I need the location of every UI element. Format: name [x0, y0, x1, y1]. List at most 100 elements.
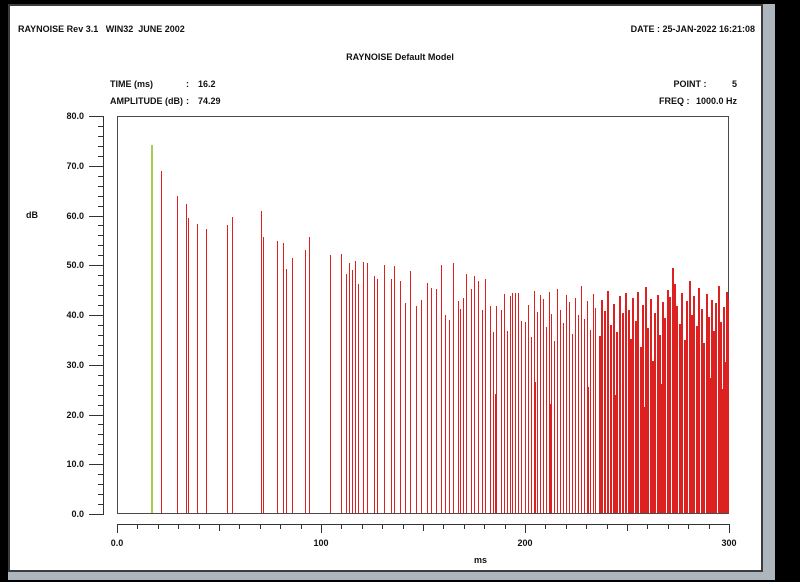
amplitude-label: AMPLITUDE (dB): [110, 96, 183, 106]
y-tick-label: 30.0: [66, 359, 84, 370]
window-frame: RAYNOISE Rev 3.1 WIN32 JUNE 2002 DATE : …: [8, 4, 775, 580]
echo-spike: [652, 360, 654, 513]
echo-spike: [583, 319, 585, 513]
echo-spike: [262, 237, 264, 513]
echo-spike: [507, 330, 508, 513]
echo-spike: [588, 386, 590, 513]
echo-spike: [357, 284, 359, 513]
freq-colon: :: [683, 96, 690, 106]
y-tick-label: 80.0: [66, 111, 84, 121]
y-major-tick: [89, 116, 103, 117]
y-major-tick: [89, 514, 103, 515]
x-minor-tick: [586, 525, 588, 529]
y-minor-tick: [98, 135, 103, 137]
echo-spike: [176, 196, 178, 513]
echo-spike: [478, 281, 480, 513]
x-medium-tick: [627, 525, 628, 531]
y-minor-tick: [98, 454, 103, 456]
echo-spike: [549, 404, 551, 513]
x-minor-tick: [259, 525, 261, 529]
x-major-tick: [729, 525, 730, 533]
echo-spike: [720, 321, 723, 513]
echo-spike: [683, 339, 686, 513]
y-minor-tick: [98, 325, 103, 326]
echo-spike: [639, 347, 642, 513]
y-tick-label: 0.0: [71, 509, 84, 519]
echo-spike: [390, 279, 392, 513]
echo-spike: [678, 323, 681, 513]
y-minor-tick: [98, 354, 103, 356]
echo-spike: [647, 327, 650, 513]
echo-spike: [376, 278, 378, 513]
echo-spike: [715, 303, 718, 513]
point-colon: :: [701, 79, 707, 89]
echo-spike: [686, 300, 689, 513]
echo-spike: [260, 211, 262, 513]
x-minor-tick: [688, 525, 690, 529]
y-minor-tick: [98, 494, 103, 496]
echo-spike: [708, 317, 711, 513]
echo-spike: [693, 295, 696, 513]
echo-spike: [654, 312, 657, 513]
echo-spike: [533, 291, 535, 513]
echo-spike: [227, 225, 229, 513]
echo-spike: [539, 295, 541, 513]
echo-spike: [621, 313, 624, 513]
echo-spike: [637, 291, 640, 513]
echo-spike: [664, 318, 667, 513]
echo-spike: [697, 400, 700, 513]
x-minor-tick: [545, 525, 547, 529]
echo-spike: [681, 293, 684, 513]
y-tick-label: 40.0: [66, 310, 84, 320]
echo-spike: [348, 263, 350, 513]
echo-spike: [632, 298, 635, 513]
x-minor-tick: [178, 525, 180, 529]
y-minor-tick: [98, 404, 103, 406]
echo-spike: [161, 170, 163, 513]
echo-spike: [474, 276, 476, 513]
y-axis-unit-label: dB: [26, 210, 38, 220]
freq-value: 1000.0 Hz: [695, 96, 737, 106]
x-minor-tick: [484, 525, 486, 529]
echo-spike: [548, 292, 550, 513]
echo-spike: [514, 292, 516, 513]
echo-spike: [571, 333, 573, 513]
echo-spike: [481, 309, 483, 513]
echo-spike: [470, 289, 472, 513]
x-minor-tick: [667, 525, 669, 529]
date-header: DATE : 25-JAN-2022 16:21:08: [630, 24, 755, 34]
echo-spike: [187, 217, 189, 513]
echo-spike: [698, 288, 701, 513]
echo-spike: [592, 293, 594, 513]
echo-spike: [614, 395, 617, 513]
echo-spike: [374, 276, 376, 513]
echo-spike: [643, 406, 646, 513]
x-minor-tick: [504, 525, 506, 529]
y-minor-tick: [98, 255, 103, 257]
echo-spike: [713, 330, 715, 513]
plot-area: [117, 116, 730, 514]
echo-spike: [531, 337, 532, 513]
x-minor-tick: [280, 525, 282, 529]
echo-spike: [580, 285, 582, 513]
echo-spike: [631, 374, 634, 513]
marked-echo-spike: [150, 145, 153, 513]
echo-spike: [660, 384, 663, 513]
y-major-tick: [89, 464, 103, 466]
echo-spike: [666, 290, 669, 513]
y-minor-tick: [98, 175, 103, 177]
echo-spike: [545, 327, 547, 513]
echo-spike: [185, 204, 187, 513]
y-minor-tick: [98, 374, 103, 376]
echo-spike: [604, 311, 607, 513]
echo-spike: [495, 394, 497, 513]
y-minor-tick: [98, 334, 103, 336]
echo-spike: [304, 249, 306, 513]
echo-spike: [436, 289, 437, 513]
y-major-tick: [89, 315, 103, 316]
echo-spike: [574, 297, 576, 513]
y-axis-ruler: [103, 116, 104, 515]
y-major-tick: [89, 364, 103, 366]
echo-spike: [485, 279, 487, 513]
echo-spike: [710, 300, 713, 513]
